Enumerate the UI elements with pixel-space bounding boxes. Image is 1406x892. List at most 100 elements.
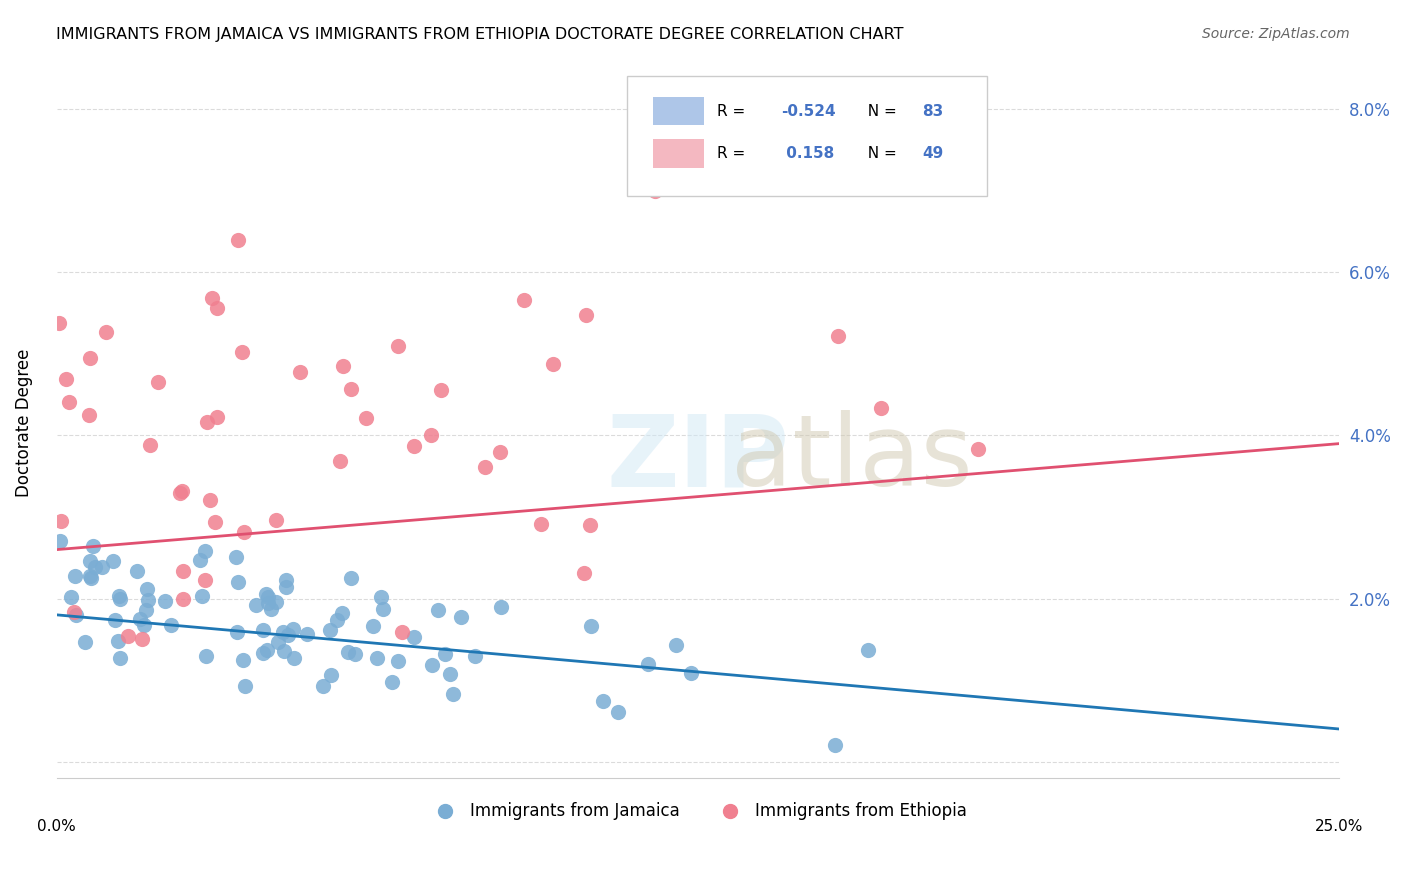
Point [101, 554, 124, 568]
Point [332, 359, 354, 374]
Point [194, 573, 217, 587]
Point [427, 603, 450, 617]
Point [79, 568, 101, 582]
Text: 83: 83 [922, 103, 943, 119]
Point [127, 564, 149, 578]
Point [592, 694, 614, 708]
Point [131, 632, 153, 647]
Point [579, 518, 602, 533]
Point [231, 345, 253, 359]
Point [340, 571, 363, 585]
Point [856, 643, 879, 657]
Point [274, 580, 297, 594]
Point [194, 544, 217, 558]
Point [967, 442, 990, 456]
Point [160, 617, 183, 632]
Point [107, 634, 129, 648]
Point [172, 564, 194, 578]
Y-axis label: Doctorate Degree: Doctorate Degree [15, 349, 32, 498]
Point [107, 590, 129, 604]
Point [273, 644, 295, 658]
Point [49, 514, 72, 528]
Point [581, 619, 603, 633]
Point [201, 292, 224, 306]
Point [233, 524, 256, 539]
Point [77, 408, 100, 422]
Point [665, 638, 688, 652]
Point [271, 624, 294, 639]
Point [439, 666, 461, 681]
Point [233, 680, 256, 694]
Point [117, 629, 139, 643]
Point [489, 444, 512, 458]
Point [430, 383, 453, 397]
Point [371, 602, 394, 616]
Point [63, 605, 86, 619]
Point [84, 560, 107, 574]
Point [288, 365, 311, 379]
Point [204, 515, 226, 529]
Point [513, 293, 536, 308]
Text: 0.0%: 0.0% [37, 819, 76, 834]
Point [65, 608, 87, 623]
Point [402, 439, 425, 453]
FancyBboxPatch shape [652, 97, 704, 125]
Point [104, 613, 127, 627]
Point [132, 618, 155, 632]
Point [354, 410, 377, 425]
Point [195, 649, 218, 664]
Point [256, 643, 278, 657]
Point [381, 675, 404, 690]
Point [387, 654, 409, 668]
Point [530, 517, 553, 532]
Text: R =: R = [717, 103, 751, 119]
Point [252, 646, 274, 660]
Point [450, 609, 472, 624]
Point [264, 595, 287, 609]
Point [387, 339, 409, 353]
Point [575, 309, 598, 323]
Point [252, 624, 274, 638]
Point [264, 513, 287, 527]
Point [139, 438, 162, 452]
Point [190, 590, 212, 604]
Point [489, 600, 512, 615]
Point [73, 635, 96, 649]
Point [146, 375, 169, 389]
Point [283, 650, 305, 665]
Text: atlas: atlas [731, 410, 973, 508]
Point [343, 647, 366, 661]
Point [170, 483, 193, 498]
Point [108, 591, 131, 606]
Point [63, 569, 86, 583]
Point [644, 184, 666, 198]
Text: N =: N = [858, 146, 901, 161]
Point [870, 401, 893, 416]
Point [541, 357, 564, 371]
Point [402, 630, 425, 644]
Point [226, 574, 249, 589]
Point [607, 706, 630, 720]
Point [464, 649, 486, 664]
Point [49, 534, 72, 549]
Point [330, 606, 353, 620]
Point [260, 602, 283, 616]
Point [169, 485, 191, 500]
Point [226, 233, 249, 247]
Point [339, 382, 361, 396]
Text: 25.0%: 25.0% [1315, 819, 1364, 834]
Point [329, 454, 352, 468]
Point [391, 624, 413, 639]
Point [82, 540, 104, 554]
FancyBboxPatch shape [652, 139, 704, 168]
Point [79, 554, 101, 568]
Point [55, 372, 77, 386]
Point [283, 622, 305, 636]
Point [79, 351, 101, 365]
Point [254, 587, 277, 601]
Point [225, 625, 247, 640]
Point [419, 428, 441, 442]
Point [91, 559, 114, 574]
Point [422, 658, 444, 673]
Text: Source: ZipAtlas.com: Source: ZipAtlas.com [1202, 27, 1350, 41]
